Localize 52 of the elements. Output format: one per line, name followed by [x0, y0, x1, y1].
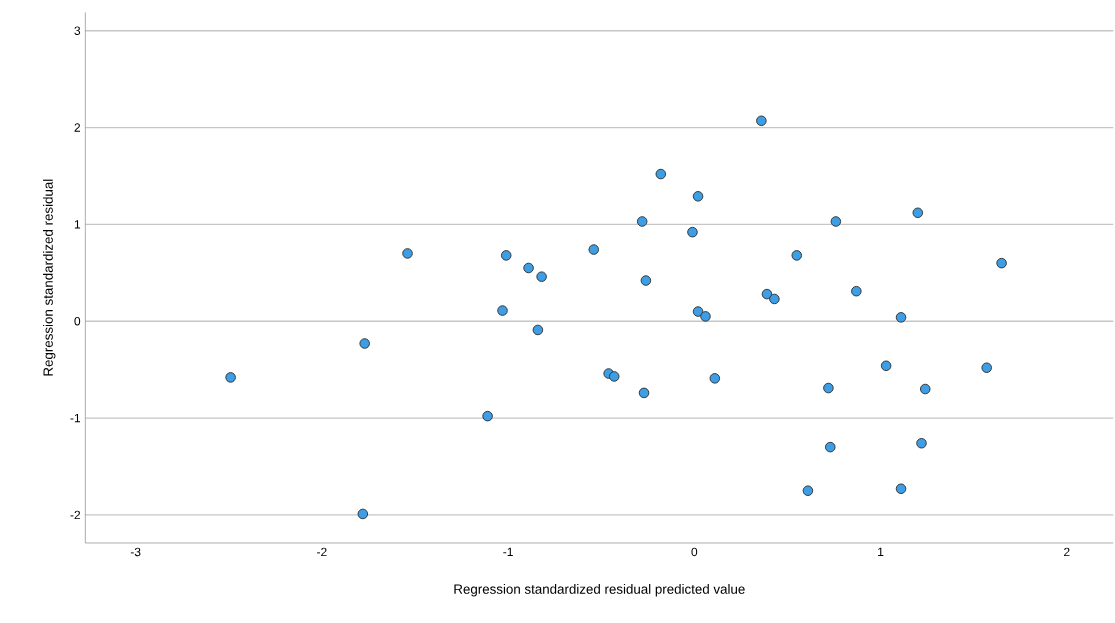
point — [225, 372, 236, 383]
point — [497, 305, 508, 316]
point — [981, 362, 992, 373]
point — [692, 191, 704, 202]
y-axis-title: Regression standardized residual — [43, 179, 56, 376]
point — [916, 437, 927, 449]
y-tick-label: -2 — [70, 510, 81, 520]
point — [655, 168, 667, 180]
point — [500, 250, 512, 261]
y-tick-label: 3 — [74, 26, 81, 35]
point — [851, 285, 862, 297]
point — [357, 508, 369, 520]
point — [523, 262, 534, 274]
x-tick-label: -1 — [503, 547, 513, 556]
x-tick-label: 2 — [1064, 547, 1070, 557]
point — [640, 275, 652, 286]
point — [692, 306, 704, 317]
point — [709, 373, 721, 384]
point — [880, 360, 892, 372]
point — [825, 441, 836, 453]
point — [802, 485, 814, 496]
point — [791, 250, 803, 261]
point — [895, 312, 907, 323]
point — [482, 410, 493, 422]
point — [761, 288, 773, 300]
point — [830, 216, 842, 227]
y-tick-label: 1 — [74, 220, 81, 229]
y-tick-label: -1 — [70, 413, 81, 423]
point — [638, 387, 650, 399]
point — [700, 311, 711, 322]
point — [895, 483, 907, 495]
point — [996, 257, 1007, 269]
point — [532, 324, 544, 336]
point — [919, 383, 931, 395]
point — [608, 371, 620, 382]
x-tick-label: -3 — [130, 547, 141, 557]
y-tick-label: 0 — [74, 316, 81, 326]
y-tick-label: 2 — [74, 123, 81, 132]
x-tick-label: -2 — [317, 547, 327, 557]
point — [536, 271, 547, 282]
x-tick-label: 0 — [691, 547, 698, 557]
point — [687, 226, 698, 238]
point — [756, 115, 767, 127]
x-axis-title: Regression standardized residual predicted value — [454, 584, 745, 597]
point — [402, 248, 413, 259]
point — [359, 338, 370, 349]
point — [636, 216, 648, 227]
point — [823, 382, 834, 394]
point — [588, 244, 600, 255]
point — [769, 293, 780, 305]
x-tick-label: 1 — [878, 547, 884, 556]
point — [912, 207, 924, 219]
